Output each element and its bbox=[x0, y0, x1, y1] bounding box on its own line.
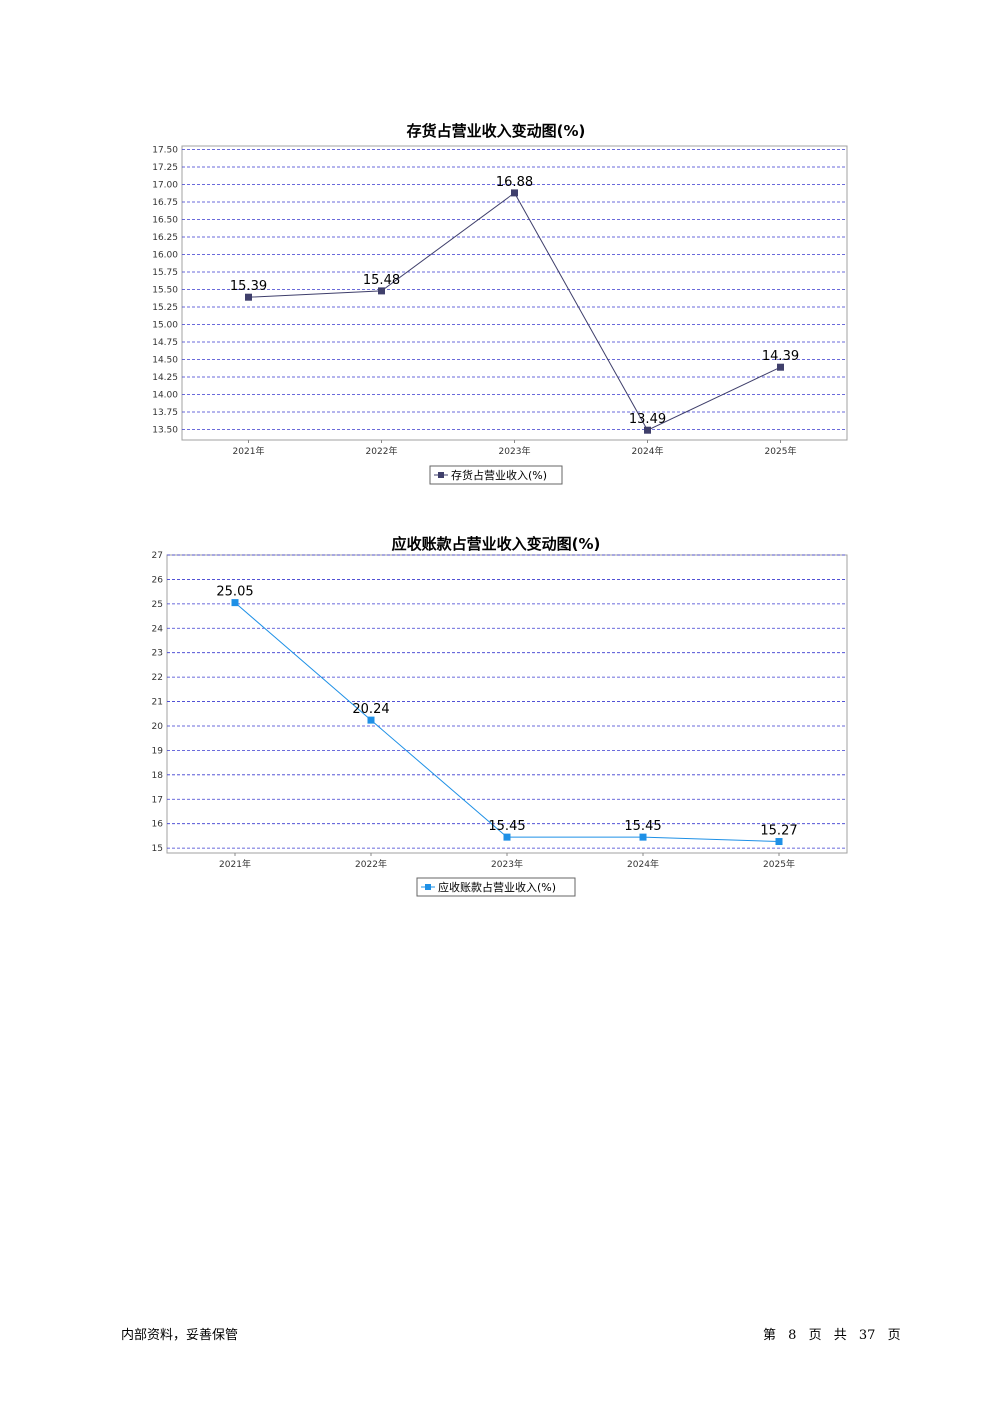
total-prefix: 共 bbox=[833, 1328, 847, 1343]
chart1-y-tick-label: 14.75 bbox=[152, 338, 178, 348]
chart1-data-label: 15.48 bbox=[363, 273, 400, 288]
chart2-x-tick-label: 2025年 bbox=[763, 858, 795, 870]
chart1-y-tick-label: 15.50 bbox=[152, 286, 178, 296]
chart2-y-tick-label: 15 bbox=[152, 844, 163, 854]
chart1-y-tick-label: 14.25 bbox=[152, 373, 178, 383]
chart2-data-label: 25.05 bbox=[216, 585, 253, 600]
chart1-data-label: 13.49 bbox=[629, 412, 666, 427]
chart2-y-tick-label: 27 bbox=[152, 551, 163, 561]
chart1-legend-label: 存货占营业收入(%) bbox=[451, 468, 547, 482]
chart2-y-tick-label: 26 bbox=[152, 575, 164, 585]
chart2-y-tick-label: 17 bbox=[152, 795, 163, 805]
chart1-x-tick-label: 2022年 bbox=[366, 445, 398, 457]
chart2-title: 应收账款占营业收入变动图(%) bbox=[391, 535, 601, 553]
chart1-x-tick-label: 2024年 bbox=[632, 445, 664, 457]
chart1-title: 存货占营业收入变动图(%) bbox=[406, 122, 586, 140]
chart2-data-point bbox=[367, 716, 375, 724]
chart2-data-label: 20.24 bbox=[352, 702, 389, 717]
chart1-y-tick-label: 17.25 bbox=[152, 163, 178, 173]
chart2-legend-box bbox=[416, 877, 576, 897]
chart2-x-tick-label: 2023年 bbox=[491, 858, 523, 870]
chart1-y-tick-label: 15.00 bbox=[152, 321, 178, 331]
chart1: 17.50 17.25 17.00 16.75 16.50 16.25 16.00 15.75… bbox=[152, 145, 848, 485]
chart1-y-tick-label: 16.75 bbox=[152, 198, 178, 208]
chart1-y-tick-label: 14.00 bbox=[152, 391, 178, 401]
chart1-y-tick-label: 14.50 bbox=[152, 356, 178, 366]
chart1-y-tick-label: 17.00 bbox=[152, 181, 178, 191]
chart2-y-tick-label: 16 bbox=[152, 820, 164, 830]
chart2-data-point bbox=[775, 838, 783, 846]
chart2-plot-frame bbox=[166, 554, 848, 854]
page-prefix: 第 bbox=[763, 1328, 777, 1343]
chart2-x-tick-label: 2022年 bbox=[355, 858, 387, 870]
chart1-data-label: 14.39 bbox=[762, 349, 799, 364]
chart2-y-tick-label: 19 bbox=[152, 746, 164, 756]
chart2-y-tick-label: 25 bbox=[152, 600, 163, 610]
chart2-legend-marker bbox=[425, 884, 431, 890]
chart2-y-tick-label: 20 bbox=[152, 722, 164, 732]
chart1-y-tick-label: 13.75 bbox=[152, 408, 178, 418]
chart1-legend-marker bbox=[438, 472, 444, 478]
chart2-y-tick-label: 21 bbox=[152, 698, 163, 708]
chart2-legend-label: 应收账款占营业收入(%) bbox=[438, 880, 556, 894]
chart1-data-point bbox=[511, 189, 518, 197]
chart1-data-point bbox=[245, 293, 252, 301]
chart1-x-tick-label: 2021年 bbox=[233, 445, 265, 457]
chart1-y-tick-label: 15.75 bbox=[152, 268, 178, 278]
chart1-x-tick-label: 2023年 bbox=[499, 445, 531, 457]
chart1-x-tick-label: 2025年 bbox=[765, 445, 797, 457]
chart2-y-tick-label: 18 bbox=[152, 771, 164, 781]
footer-confidential-note: 内部资料，妥善保管 bbox=[121, 1328, 239, 1343]
chart2-y-tick-label: 22 bbox=[152, 673, 163, 683]
chart1-data-label: 15.39 bbox=[230, 279, 267, 294]
chart1-data-point bbox=[777, 363, 784, 371]
page-unit: 页 bbox=[808, 1328, 822, 1343]
chart1-data-point bbox=[644, 426, 651, 434]
total-unit: 页 bbox=[887, 1328, 901, 1343]
chart1-legend-box bbox=[429, 465, 563, 485]
chart2-y-tick-label: 24 bbox=[152, 624, 164, 634]
chart1-y-tick-label: 13.50 bbox=[152, 426, 178, 436]
chart2-data-point bbox=[503, 833, 511, 841]
chart1-y-tick-label: 17.50 bbox=[152, 146, 178, 156]
chart1-y-tick-label: 16.25 bbox=[152, 233, 178, 243]
chart2-x-tick-label: 2024年 bbox=[627, 858, 659, 870]
chart1-y-tick-label: 15.25 bbox=[152, 303, 178, 313]
chart1-data-point bbox=[378, 287, 385, 295]
page-number: 8 bbox=[788, 1328, 797, 1343]
chart1-y-tick-label: 16.00 bbox=[152, 251, 178, 261]
chart2-y-tick-label: 23 bbox=[152, 649, 163, 659]
chart2-data-label: 15.45 bbox=[488, 819, 525, 834]
chart2-data-point bbox=[231, 599, 239, 607]
chart1-y-tick-label: 16.50 bbox=[152, 216, 178, 226]
chart2-data-point bbox=[639, 833, 647, 841]
footer-page-info: 第 8 页 共 37 页 bbox=[760, 1324, 904, 1343]
chart2-data-label: 15.45 bbox=[624, 819, 661, 834]
chart2: 27 26 25 24 23 22 21 20 19 18 17 16 15 2021年 2022年 2023… bbox=[152, 551, 848, 897]
total-pages: 37 bbox=[858, 1328, 876, 1343]
chart2-data-label: 15.27 bbox=[760, 824, 797, 839]
chart1-data-label: 16.88 bbox=[496, 175, 533, 190]
chart2-x-tick-label: 2021年 bbox=[219, 858, 251, 870]
